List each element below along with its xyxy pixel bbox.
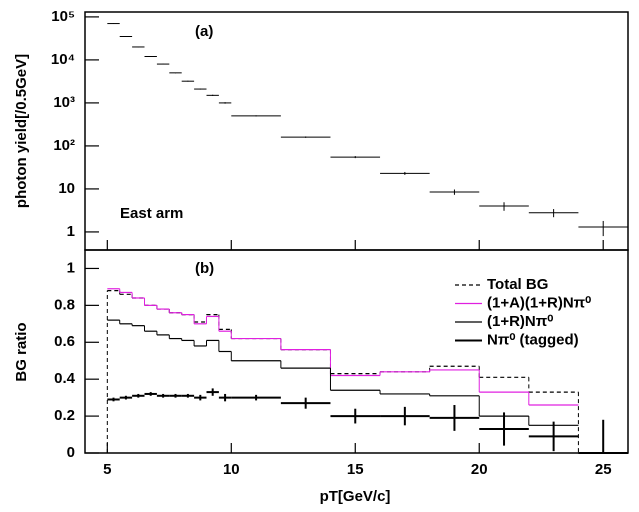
y-axis-label: photon yield[/0.5GeV] [13,54,30,208]
x-tick-label: 5 [103,461,111,478]
x-tick-label: 10 [223,461,240,478]
y-tick-label: 10⁵ [51,8,75,25]
legend-label: Nπ⁰ (tagged) [487,331,579,348]
panel-label: (a) [195,23,213,40]
legend-label: (1+R)Nπ⁰ [487,313,553,330]
y-tick-label: 1 [67,223,75,240]
y-tick-label: 10² [53,137,75,154]
y-tick-label: 10 [58,180,75,197]
x-tick-label: 20 [471,461,488,478]
legend-label: Total BG [487,276,548,293]
legend-label: (1+A)(1+R)Nπ⁰ [487,294,591,311]
panel-label: (b) [195,260,214,277]
annotation: East arm [120,205,183,222]
y-tick-label: 0.6 [54,333,75,350]
x-tick-label: 25 [595,461,612,478]
y-tick-label: 0.2 [54,407,75,424]
x-tick-label: 15 [347,461,364,478]
y-tick-label: 0 [67,444,75,461]
y-tick-label: 0.4 [54,370,76,387]
y-tick-label: 10⁴ [51,51,75,68]
y-tick-label: 10³ [53,94,75,111]
y-tick-label: 1 [67,259,75,276]
frame-b [84,249,629,454]
y-tick-label: 0.8 [54,296,75,313]
x-axis-label: pT[GeV/c] [320,488,391,505]
y-axis-label: BG ratio [13,322,30,381]
